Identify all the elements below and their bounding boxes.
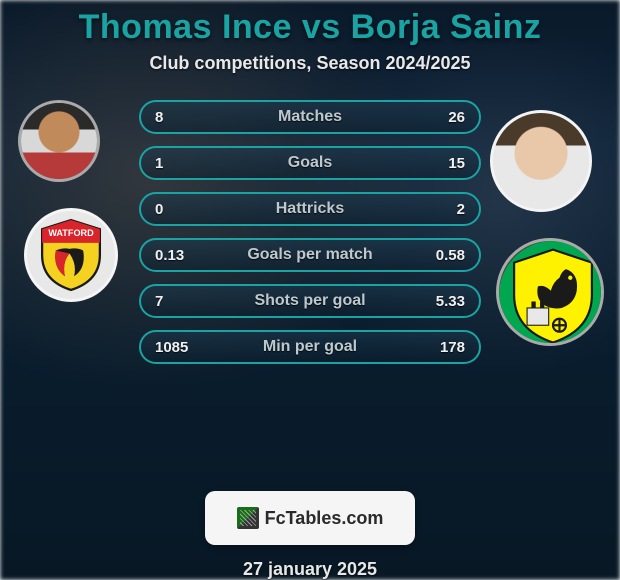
stat-right-value: 5.33: [436, 293, 465, 310]
player-left-avatar: [18, 100, 100, 182]
stat-label: Goals: [288, 154, 332, 172]
stat-label: Min per goal: [263, 338, 357, 356]
stat-label: Hattricks: [276, 200, 344, 218]
stat-row: 0 Hattricks 2: [139, 192, 481, 226]
player-left-avatar-img: [21, 103, 97, 179]
stat-row: 1085 Min per goal 178: [139, 330, 481, 364]
date-label: 27 january 2025: [243, 559, 377, 580]
stat-left-value: 1: [155, 155, 163, 172]
player-right-avatar: [490, 110, 592, 212]
stat-label: Matches: [278, 108, 342, 126]
club-left-crest: WATFORD: [24, 208, 118, 302]
stat-row: 0.13 Goals per match 0.58: [139, 238, 481, 272]
club-right-crest: [496, 238, 604, 346]
content-container: Thomas Ince vs Borja Sainz Club competit…: [0, 0, 620, 580]
fctables-icon: [237, 507, 259, 529]
main-area: WATFORD: [0, 100, 620, 189]
stats-table: 8 Matches 26 1 Goals 15 0 Hattricks 2 0.…: [139, 100, 481, 364]
stat-label: Shots per goal: [254, 292, 365, 310]
stat-left-value: 8: [155, 109, 163, 126]
svg-text:WATFORD: WATFORD: [48, 228, 94, 238]
stat-right-value: 26: [448, 109, 465, 126]
player-right-avatar-img: [493, 113, 589, 209]
stat-left-value: 0.13: [155, 247, 184, 264]
source-logo: FcTables.com: [205, 491, 415, 545]
stat-left-value: 7: [155, 293, 163, 310]
stat-row: 8 Matches 26: [139, 100, 481, 134]
page-subtitle: Club competitions, Season 2024/2025: [149, 53, 470, 74]
norwich-crest-icon: [499, 241, 601, 343]
stat-label: Goals per match: [247, 246, 372, 264]
stat-right-value: 2: [457, 201, 465, 218]
stat-left-value: 1085: [155, 339, 188, 356]
stat-row: 1 Goals 15: [139, 146, 481, 180]
stat-left-value: 0: [155, 201, 163, 218]
source-logo-text: FcTables.com: [265, 508, 384, 529]
watford-crest-icon: WATFORD: [33, 217, 109, 293]
stat-row: 7 Shots per goal 5.33: [139, 284, 481, 318]
page-title: Thomas Ince vs Borja Sainz: [79, 8, 542, 47]
stat-right-value: 0.58: [436, 247, 465, 264]
stat-right-value: 15: [448, 155, 465, 172]
stat-right-value: 178: [440, 339, 465, 356]
